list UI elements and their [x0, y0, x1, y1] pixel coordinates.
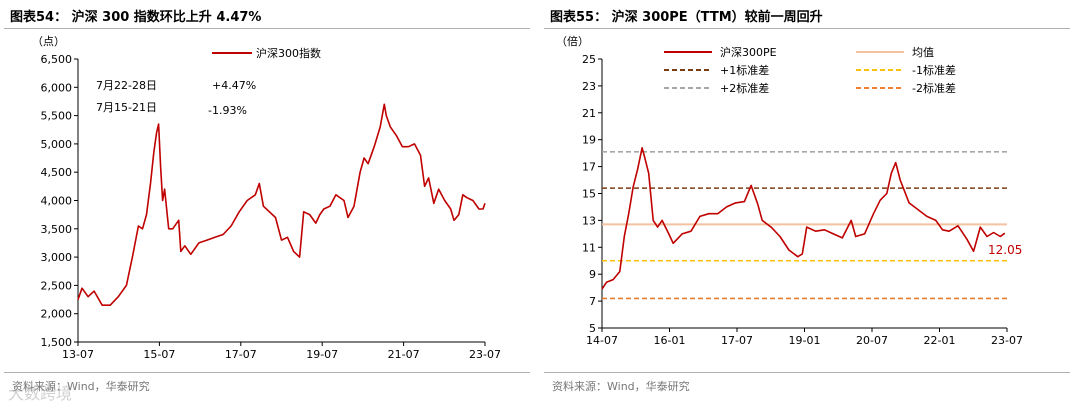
annotation-period: 7月22-28日	[96, 79, 157, 92]
y-tick-label: 5,000	[41, 138, 73, 151]
title-rule	[544, 28, 1070, 29]
y-axis-unit-label: （倍）	[556, 34, 589, 48]
source-note: 资料来源：Wind，华泰研究	[552, 380, 690, 393]
legend-label: 沪深300PE	[720, 45, 777, 59]
legend-label: -1标准差	[912, 63, 956, 77]
x-tick-label: 16-01	[654, 334, 686, 347]
y-tick-label: 4,500	[41, 166, 73, 179]
footer-rule	[544, 372, 1070, 373]
legend-label: +1标准差	[720, 63, 769, 77]
y-tick-label: 13	[582, 214, 596, 227]
x-tick-label: 14-07	[586, 334, 618, 347]
legend-label: 均值	[912, 46, 934, 59]
chart-title: 图表55： 沪深 300PE（TTM）较前一周回升	[550, 10, 823, 25]
x-tick-label: 13-07	[62, 348, 94, 361]
y-tick-label: 25	[582, 53, 596, 66]
y-tick-label: 2,000	[41, 308, 73, 321]
x-tick-label: 19-01	[789, 334, 821, 347]
source-note: 资料来源：Wind，华泰研究	[12, 380, 150, 393]
x-tick-label: 20-07	[856, 334, 888, 347]
y-tick-label: 21	[582, 107, 596, 120]
y-tick-label: 5,500	[41, 110, 73, 123]
x-tick-label: 23-07	[991, 334, 1023, 347]
chart-hs300-index: 1,500 2,000 2,500 3,000 3,500 4,000 4,500 5,000…	[32, 35, 501, 361]
series-line-pe	[601, 147, 1006, 290]
x-tick-label: 15-07	[143, 348, 175, 361]
annotation-change: +4.47%	[212, 79, 256, 92]
x-tick-label: 17-07	[225, 348, 257, 361]
legend-label: 沪深300指数	[256, 46, 321, 60]
chart-title: 图表54： 沪深 300 指数环比上升 4.47%	[10, 10, 262, 25]
y-tick-label: 5	[589, 322, 596, 335]
x-tick-label: 21-07	[388, 348, 420, 361]
y-tick-label: 4,000	[41, 195, 73, 208]
watermark: 大数跨境	[8, 384, 73, 403]
title-rule	[4, 28, 530, 29]
legend-label: +2标准差	[720, 81, 769, 95]
y-tick-label: 17	[582, 161, 596, 174]
x-tick-label: 17-07	[721, 334, 753, 347]
series-line-hs300-index	[77, 103, 486, 306]
y-tick-label: 3,000	[41, 251, 73, 264]
x-tick-label: 23-07	[469, 348, 501, 361]
y-tick-label: 6,000	[41, 81, 73, 94]
x-tick-label: 19-07	[306, 348, 338, 361]
last-value-label: 12.05	[988, 243, 1022, 257]
y-tick-label: 7	[589, 295, 596, 308]
chart-panel-hs300-index: 图表54： 沪深 300 指数环比上升 4.47% 1,500 2,000 2,50…	[4, 10, 530, 403]
legend-label: -2标准差	[912, 81, 956, 95]
footer-rule	[4, 372, 530, 373]
y-tick-label: 9	[589, 268, 596, 281]
y-tick-label: 6,500	[41, 53, 73, 66]
annotation-change: -1.93%	[208, 104, 247, 117]
x-tick-label: 22-01	[924, 334, 956, 347]
chart-hs300-pe: 5 7 9 11 13 15 17 19 21 23 25 14-07 16-01 17-07 19-01 2…	[556, 34, 1023, 347]
annotation-period: 7月15-21日	[96, 101, 157, 114]
y-tick-label: 15	[582, 188, 596, 201]
y-tick-label: 2,500	[41, 279, 73, 292]
y-axis-unit-label: （点）	[32, 35, 65, 48]
y-tick-label: 3,500	[41, 223, 73, 236]
chart-panel-hs300-pe: 图表55： 沪深 300PE（TTM）较前一周回升 5 7 9 11 13 15 17 19 2…	[540, 0, 1080, 409]
y-tick-label: 23	[582, 80, 596, 93]
y-tick-label: 19	[582, 134, 596, 147]
y-tick-label: 1,500	[41, 336, 73, 349]
y-tick-label: 11	[582, 241, 596, 254]
